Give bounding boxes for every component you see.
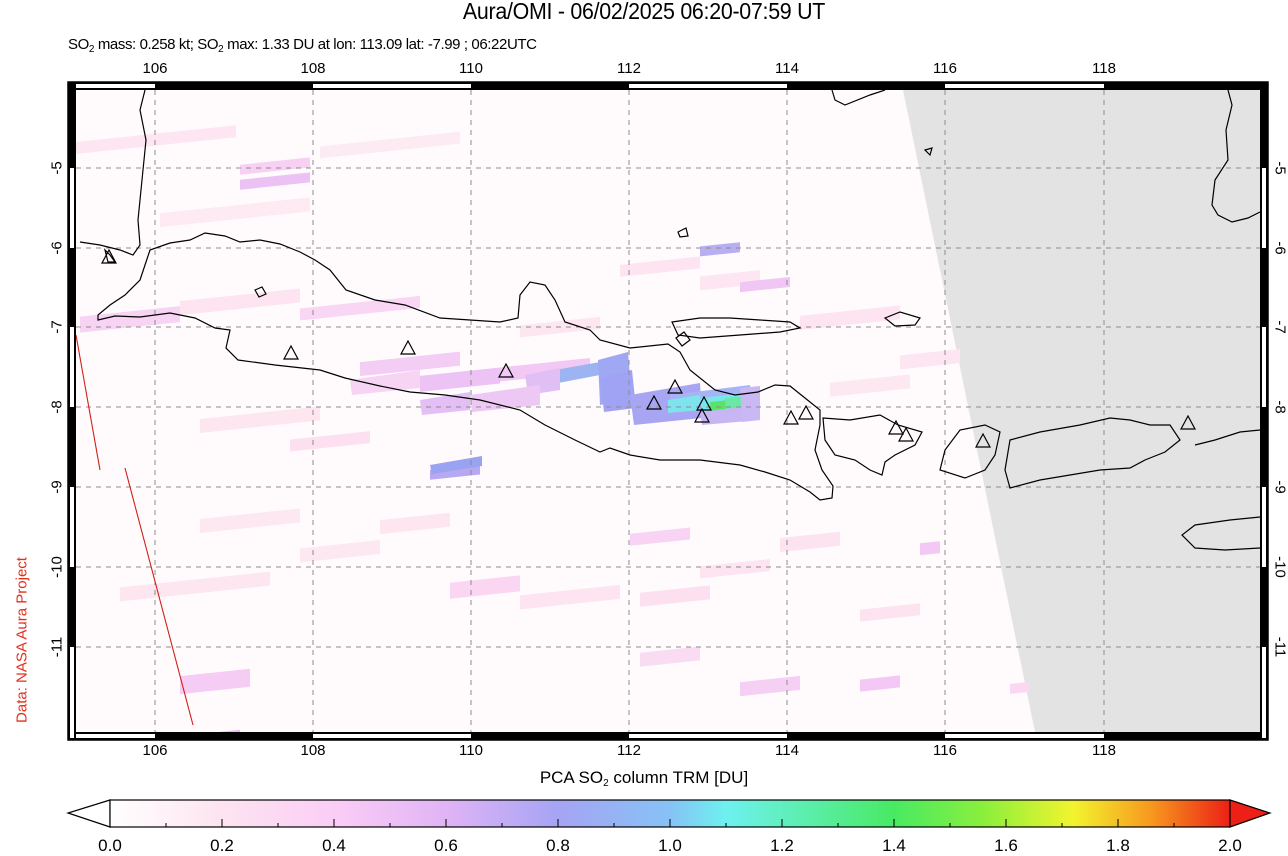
colorbar-label: 1.6 bbox=[994, 836, 1018, 856]
colorbar-title-suffix: column TRM [DU] bbox=[609, 768, 749, 787]
colorbar-label: 0.2 bbox=[210, 836, 234, 856]
colorbar-min-arrow bbox=[68, 800, 110, 827]
colorbar bbox=[68, 800, 1270, 827]
colorbar-label: 1.0 bbox=[658, 836, 682, 856]
colorbar-title: PCA SO2 column TRM [DU] bbox=[0, 768, 1288, 789]
colorbar-label: 1.8 bbox=[1106, 836, 1130, 856]
colorbar-label: 0.8 bbox=[546, 836, 570, 856]
colorbar-title-prefix: PCA SO bbox=[540, 768, 603, 787]
colorbar-label: 1.4 bbox=[882, 836, 906, 856]
map-data-layer bbox=[76, 42, 1260, 792]
colorbar-label: 1.2 bbox=[770, 836, 794, 856]
colorbar-max-arrow bbox=[1230, 800, 1270, 827]
colorbar-label: 0.6 bbox=[434, 836, 458, 856]
colorbar-label: 0.4 bbox=[322, 836, 346, 856]
colorbar-label: 2.0 bbox=[1218, 836, 1242, 856]
colorbar-label: 0.0 bbox=[98, 836, 122, 856]
